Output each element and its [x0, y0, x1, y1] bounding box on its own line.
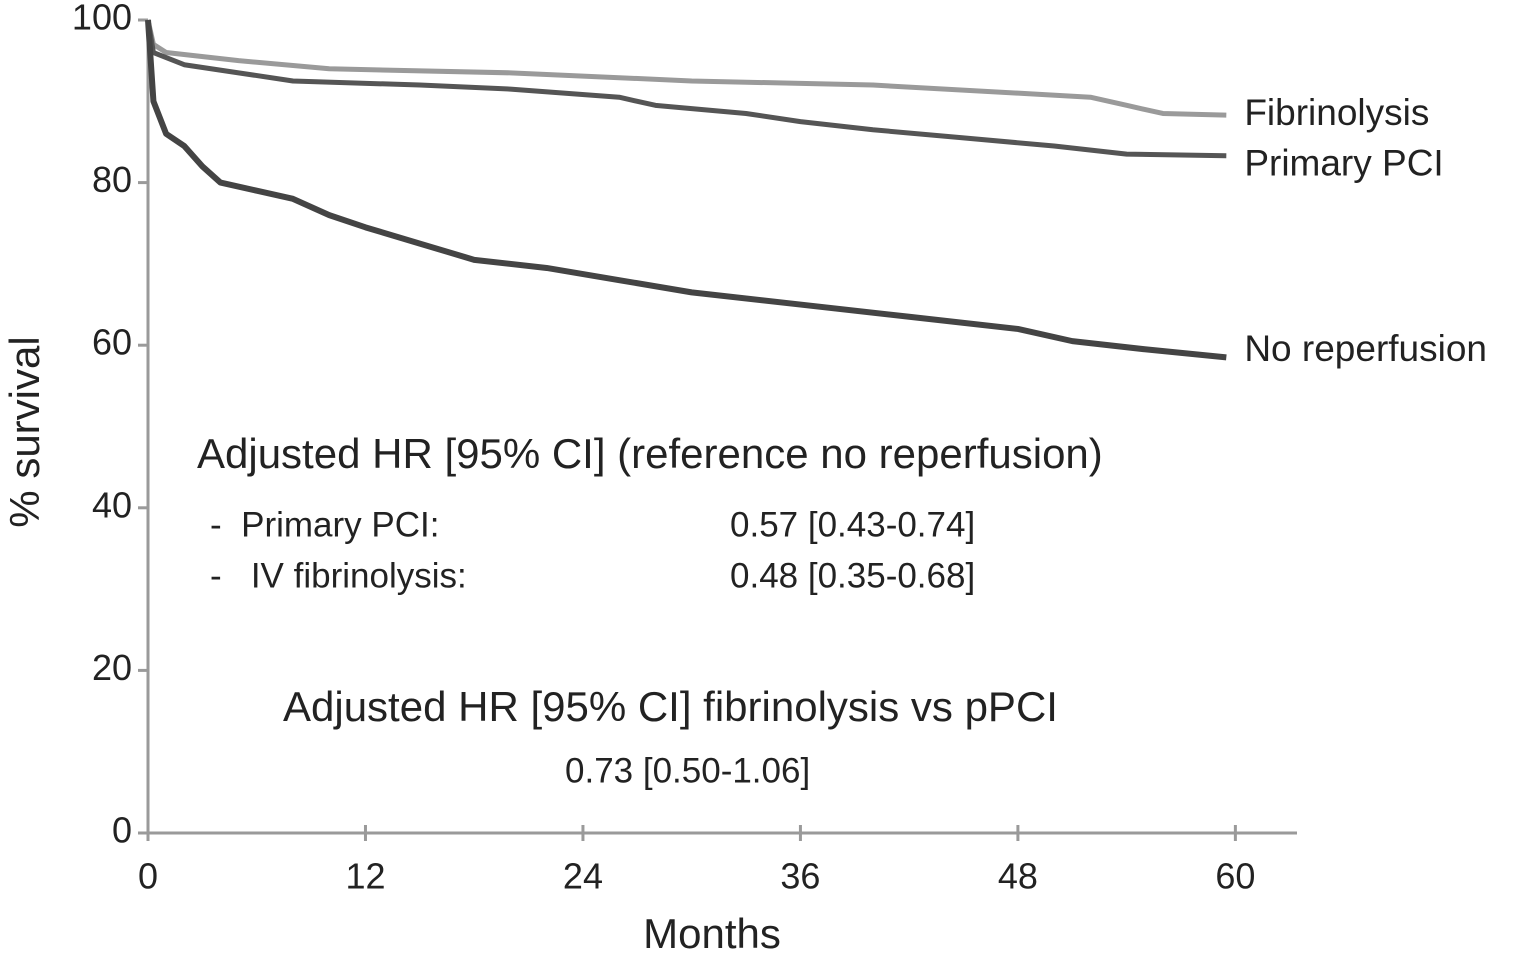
annotation: - IV fibrinolysis:: [210, 556, 467, 595]
y-axis-title: % survival: [1, 336, 48, 527]
annotation: - Primary PCI:: [210, 505, 439, 544]
annotation: Adjusted HR [95% CI] (reference no reper…: [197, 430, 1103, 477]
x-tick-label: 60: [1215, 856, 1255, 897]
x-tick-label: 12: [345, 856, 385, 897]
y-tick-label: 0: [112, 810, 132, 851]
series-label: No reperfusion: [1244, 328, 1487, 369]
x-tick-label: 0: [138, 856, 158, 897]
y-tick-label: 20: [92, 647, 132, 688]
x-tick-label: 48: [998, 856, 1038, 897]
annotation: 0.73 [0.50-1.06]: [565, 751, 810, 790]
series-label: Primary PCI: [1244, 143, 1443, 184]
y-tick-label: 100: [72, 0, 132, 38]
survival-curve: [145, 19, 1227, 159]
annotation: 0.48 [0.35-0.68]: [730, 556, 975, 595]
x-tick-label: 36: [780, 856, 820, 897]
annotation: Adjusted HR [95% CI] fibrinolysis vs pPC…: [283, 683, 1058, 730]
survival-curve: [145, 19, 1227, 118]
y-tick-label: 80: [92, 159, 132, 200]
x-tick-label: 24: [563, 856, 603, 897]
series-label: Fibrinolysis: [1244, 92, 1429, 133]
y-tick-label: 60: [92, 322, 132, 363]
annotation: 0.57 [0.43-0.74]: [730, 505, 975, 544]
y-tick-label: 40: [92, 484, 132, 525]
x-axis-title: Months: [643, 910, 781, 957]
survival-curve: [145, 19, 1227, 361]
